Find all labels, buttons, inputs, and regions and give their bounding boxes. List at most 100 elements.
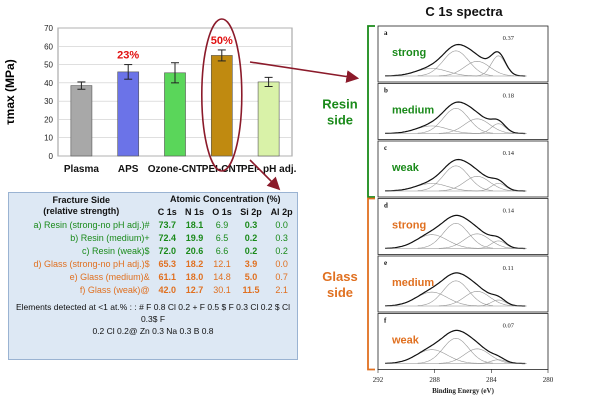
fracture-side-header: Fracture Side (relative strength) — [9, 193, 154, 219]
glass-bracket — [367, 197, 375, 371]
row-label: a) Resin (strong-no pH adj.)# — [33, 220, 150, 230]
atomic-concentration-table: Fracture Side (relative strength) Atomic… — [8, 192, 298, 360]
x-tick-label: 280 — [543, 376, 554, 384]
table-cell: 2.1 — [275, 285, 288, 295]
table-cell: 30.1 — [213, 285, 231, 295]
fit-component — [438, 60, 515, 77]
strength-label: medium — [392, 277, 434, 289]
highlight-ellipse — [201, 18, 243, 172]
ratio-label: 0.14 — [503, 150, 515, 157]
table-row: d) Glass (strong-no pH adj.)$ 65.3 18.2 12.… — [9, 258, 297, 271]
table-cell: 0.7 — [275, 272, 288, 282]
panel-letter: c — [384, 144, 387, 152]
table-cell: 0.2 — [244, 246, 258, 256]
table-cell: 11.5 — [242, 285, 260, 295]
spectrum-envelope — [385, 272, 526, 307]
table-cell: 72.4 — [158, 233, 176, 243]
y-tick-label: 70 — [44, 24, 53, 33]
y-tick-label: 60 — [44, 42, 53, 51]
fit-component — [438, 118, 515, 134]
y-tick-label: 20 — [44, 115, 53, 124]
spectrum-envelope — [385, 329, 526, 365]
table-cell: 65.3 — [158, 259, 176, 269]
x-tick-label: Ozone-CNT — [148, 164, 202, 175]
fit-component — [417, 50, 493, 76]
tau-max-bar-chart: 0 10 20 30 40 50 60 70 τmax (MPa) Plasma APS Ozone-… — [3, 18, 297, 175]
y-tick-label: 50 — [44, 61, 53, 70]
row-label: c) Resin (weak)$ — [82, 246, 150, 256]
table-body: a) Resin (strong-no pH adj.)# 73.7 18.1 6.9… — [9, 219, 297, 297]
table-cell: 6.6 — [215, 246, 229, 256]
table-cell: 0.0 — [275, 259, 288, 269]
spectra-title: C 1s spectra — [425, 4, 503, 19]
ratio-label: 0.37 — [503, 35, 515, 42]
improvement-annotation: 50% — [211, 35, 233, 47]
fit-component — [417, 337, 493, 364]
y-axis-label: τmax (MPa) — [3, 59, 17, 124]
element-header-row: C 1s N 1s O 1s Si 2p Al 2p — [9, 206, 297, 219]
ratio-label: 0.07 — [503, 323, 515, 330]
table-cell: 12.7 — [185, 285, 204, 295]
table-cell: 0.3 — [244, 220, 258, 230]
panel-letter: e — [384, 259, 387, 267]
table-cell: 3.9 — [244, 259, 258, 269]
column-header-2: O 1s — [212, 207, 232, 217]
x-tick-label: 288 — [429, 376, 440, 384]
table-row: c) Resin (weak)$ 72.0 20.6 6.6 0.2 0.2 — [9, 245, 297, 258]
table-cell: 42.0 — [158, 285, 176, 295]
row-label: f) Glass (weak)@ — [79, 285, 150, 295]
table-cell: 18.1 — [185, 220, 204, 230]
fit-component — [438, 175, 515, 192]
table-cell: 14.8 — [213, 272, 231, 282]
ratio-label: 0.18 — [503, 93, 514, 100]
strength-label: strong — [392, 47, 426, 59]
row-label: e) Glass (medium)& — [69, 272, 150, 282]
table-cell: 61.1 — [158, 272, 176, 282]
table-cell: 19.9 — [185, 233, 204, 243]
table-cell: 18.0 — [185, 272, 204, 282]
spectrum-panel — [377, 25, 549, 83]
x-tick-label: PEI- pH adj. — [241, 164, 297, 175]
table-cell: 12.1 — [213, 259, 231, 269]
y-tick-label: 30 — [44, 97, 53, 106]
y-tick-label: 0 — [49, 152, 54, 161]
resin-side-label-line2: side — [327, 113, 353, 128]
x-tick-label: PEI-CNT — [202, 164, 242, 175]
table-cell: 18.2 — [185, 259, 204, 269]
atomic-concentration-header: Atomic Concentration (%) — [170, 194, 281, 204]
fit-component — [417, 165, 493, 191]
panel-letter: a — [384, 29, 388, 37]
fracture-side-header-line2: (relative strength) — [43, 206, 120, 216]
arrow-to-table — [249, 159, 281, 191]
panel-letter: b — [384, 87, 388, 95]
spectrum-panel — [377, 140, 549, 198]
x-tick-label: APS — [118, 164, 139, 175]
improvement-annotation: 23% — [117, 50, 139, 62]
footnote-line1: Elements detected at <1 at.% : : # F 0.8… — [15, 302, 291, 324]
glass-side-label-line2: side — [327, 285, 353, 300]
x-tick-label: Plasma — [64, 164, 99, 175]
fit-component — [417, 280, 493, 306]
fit-component — [438, 233, 515, 249]
table-cell: 0.2 — [244, 233, 258, 243]
row-label: d) Glass (strong-no pH adj.)$ — [33, 259, 150, 269]
glass-side-label-line1: Glass — [322, 269, 357, 284]
ratio-label: 0.14 — [503, 208, 515, 215]
ratio-label: 0.11 — [503, 265, 514, 272]
spectrum-envelope — [385, 214, 526, 250]
spectrum-panel — [377, 83, 549, 140]
table-cell: 20.6 — [185, 246, 204, 256]
strength-label: medium — [392, 105, 434, 117]
x-tick-label: 292 — [373, 376, 384, 384]
panel-letter: f — [384, 317, 387, 325]
table-row: e) Glass (medium)& 61.1 18.0 14.8 5.0 0.7 — [9, 271, 297, 284]
strength-label: weak — [391, 335, 420, 347]
fracture-side-header-line1: Fracture Side — [52, 195, 111, 205]
spectrum-envelope — [385, 101, 526, 135]
fit-component — [438, 290, 515, 307]
fit-component — [417, 107, 493, 134]
column-header-1: N 1s — [184, 207, 204, 217]
strength-label: weak — [391, 162, 420, 174]
panel-letter: d — [384, 202, 388, 210]
